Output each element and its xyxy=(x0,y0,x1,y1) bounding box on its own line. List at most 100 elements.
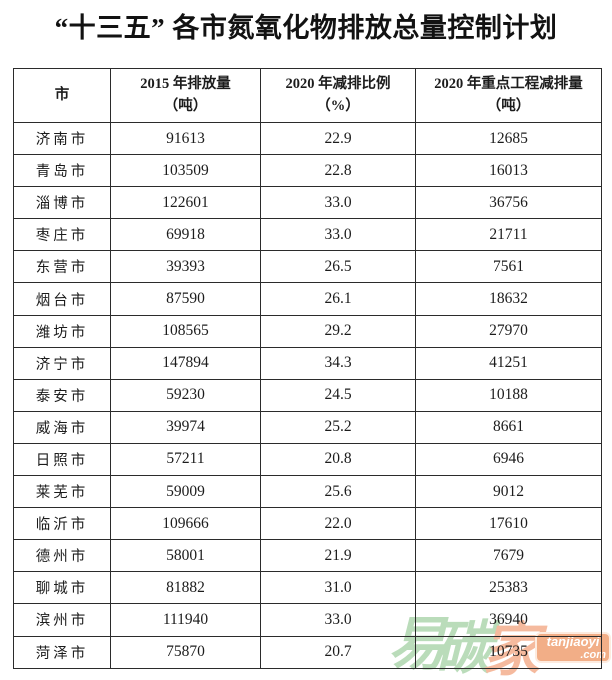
emission-2015-cell: 87590 xyxy=(110,282,261,316)
emission-2015-cell: 103509 xyxy=(110,154,261,188)
emission-2015-cell: 59009 xyxy=(110,475,261,509)
city-cell: 烟台市 xyxy=(13,282,111,316)
emission-2015-cell: 58001 xyxy=(110,539,261,573)
city-cell: 临沂市 xyxy=(13,507,111,541)
key-project-reduction-cell: 36756 xyxy=(415,186,602,220)
city-cell: 济宁市 xyxy=(13,346,111,380)
table-row: 德州市 58001 21.9 7679 xyxy=(13,539,602,573)
city-cell: 济南市 xyxy=(13,121,111,156)
emission-2015-cell: 91613 xyxy=(110,121,261,156)
city-cell: 日照市 xyxy=(13,442,111,477)
column-header-label: 市 xyxy=(54,86,70,103)
reduction-pct-2020-cell: 33.0 xyxy=(260,218,416,252)
emission-2015-cell: 57211 xyxy=(110,442,261,477)
table-row: 烟台市 87590 26.1 18632 xyxy=(13,282,602,316)
key-project-reduction-cell: 36940 xyxy=(415,603,602,637)
reduction-pct-2020-cell: 33.0 xyxy=(260,186,416,220)
table-row: 菏泽市 75870 20.7 10735 xyxy=(13,635,602,669)
emission-2015-cell: 108565 xyxy=(110,314,261,348)
city-cell: 淄博市 xyxy=(13,186,111,220)
column-header-label: 2020 年重点工程减排量 xyxy=(434,76,583,93)
table-row: 东营市 39393 26.5 7561 xyxy=(13,250,602,284)
table-row: 济宁市 147894 34.3 41251 xyxy=(13,346,602,380)
city-cell: 聊城市 xyxy=(13,571,111,605)
emission-2015-cell: 69918 xyxy=(110,218,261,252)
city-cell: 莱芜市 xyxy=(13,475,111,509)
city-cell: 潍坊市 xyxy=(13,314,111,348)
key-project-reduction-cell: 6946 xyxy=(415,442,602,477)
column-header-unit: （吨） xyxy=(486,97,531,114)
emission-2015-cell: 39974 xyxy=(110,410,261,444)
table-row: 临沂市 109666 22.0 17610 xyxy=(13,507,602,541)
column-header-unit: （%） xyxy=(316,97,360,114)
city-cell: 枣庄市 xyxy=(13,218,111,252)
key-project-reduction-cell: 16013 xyxy=(415,154,602,188)
column-header-2: 2020 年减排比例 （%） xyxy=(260,68,416,123)
table-row: 泰安市 59230 24.5 10188 xyxy=(13,378,602,412)
key-project-reduction-cell: 25383 xyxy=(415,571,602,605)
key-project-reduction-cell: 7679 xyxy=(415,539,602,573)
column-header-unit: （吨） xyxy=(163,97,208,114)
column-header-0: 市 xyxy=(13,68,111,123)
reduction-pct-2020-cell: 31.0 xyxy=(260,571,416,605)
table-row: 济南市 91613 22.9 12685 xyxy=(13,121,602,156)
column-header-1: 2015 年排放量 （吨） xyxy=(110,68,261,123)
reduction-pct-2020-cell: 34.3 xyxy=(260,346,416,380)
emission-2015-cell: 59230 xyxy=(110,378,261,412)
key-project-reduction-cell: 18632 xyxy=(415,282,602,316)
reduction-pct-2020-cell: 22.8 xyxy=(260,154,416,188)
city-cell: 泰安市 xyxy=(13,378,111,412)
table-header-row: 市 2015 年排放量 （吨） 2020 年减排比例 （%） 2020 年重点工程减排量 （… xyxy=(13,68,602,123)
reduction-pct-2020-cell: 22.9 xyxy=(260,121,416,156)
reduction-pct-2020-cell: 20.7 xyxy=(260,635,416,669)
emission-2015-cell: 75870 xyxy=(110,635,261,669)
table-row: 日照市 57211 20.8 6946 xyxy=(13,442,602,477)
table-row: 青岛市 103509 22.8 16013 xyxy=(13,154,602,188)
key-project-reduction-cell: 41251 xyxy=(415,346,602,380)
key-project-reduction-cell: 10188 xyxy=(415,378,602,412)
reduction-pct-2020-cell: 22.0 xyxy=(260,507,416,541)
city-cell: 青岛市 xyxy=(13,154,111,188)
reduction-pct-2020-cell: 25.6 xyxy=(260,475,416,509)
table-head: 市 2015 年排放量 （吨） 2020 年减排比例 （%） 2020 年重点工程减排量 （… xyxy=(13,68,602,123)
key-project-reduction-cell: 17610 xyxy=(415,507,602,541)
table-row: 滨州市 111940 33.0 36940 xyxy=(13,603,602,637)
emission-2015-cell: 147894 xyxy=(110,346,261,380)
column-header-3: 2020 年重点工程减排量 （吨） xyxy=(415,68,602,123)
table-row: 聊城市 81882 31.0 25383 xyxy=(13,571,602,605)
key-project-reduction-cell: 27970 xyxy=(415,314,602,348)
emission-2015-cell: 39393 xyxy=(110,250,261,284)
reduction-pct-2020-cell: 24.5 xyxy=(260,378,416,412)
reduction-pct-2020-cell: 26.1 xyxy=(260,282,416,316)
reduction-pct-2020-cell: 26.5 xyxy=(260,250,416,284)
key-project-reduction-cell: 21711 xyxy=(415,218,602,252)
table-row: 潍坊市 108565 29.2 27970 xyxy=(13,314,602,348)
emission-control-table: 市 2015 年排放量 （吨） 2020 年减排比例 （%） 2020 年重点工程减排量 （… xyxy=(13,68,602,669)
city-cell: 威海市 xyxy=(13,410,111,444)
page-title: “十三五” 各市氮氧化物排放总量控制计划 xyxy=(54,13,558,43)
table-row: 莱芜市 59009 25.6 9012 xyxy=(13,475,602,509)
emission-2015-cell: 109666 xyxy=(110,507,261,541)
city-cell: 菏泽市 xyxy=(13,635,111,669)
key-project-reduction-cell: 10735 xyxy=(415,635,602,669)
city-cell: 德州市 xyxy=(13,539,111,573)
key-project-reduction-cell: 8661 xyxy=(415,410,602,444)
key-project-reduction-cell: 7561 xyxy=(415,250,602,284)
reduction-pct-2020-cell: 25.2 xyxy=(260,410,416,444)
reduction-pct-2020-cell: 20.8 xyxy=(260,442,416,477)
reduction-pct-2020-cell: 29.2 xyxy=(260,314,416,348)
city-cell: 东营市 xyxy=(13,250,111,284)
table-body: 济南市 91613 22.9 12685 青岛市 103509 22.8 16013 淄博市 12… xyxy=(13,121,602,669)
city-cell: 滨州市 xyxy=(13,603,111,637)
reduction-pct-2020-cell: 21.9 xyxy=(260,539,416,573)
emission-2015-cell: 111940 xyxy=(110,603,261,637)
table-row: 威海市 39974 25.2 8661 xyxy=(13,410,602,444)
key-project-reduction-cell: 12685 xyxy=(415,121,602,156)
column-header-label: 2020 年减排比例 xyxy=(285,76,391,93)
key-project-reduction-cell: 9012 xyxy=(415,475,602,509)
emission-2015-cell: 81882 xyxy=(110,571,261,605)
table-row: 枣庄市 69918 33.0 21711 xyxy=(13,218,602,252)
emission-2015-cell: 122601 xyxy=(110,186,261,220)
table-row: 淄博市 122601 33.0 36756 xyxy=(13,186,602,220)
